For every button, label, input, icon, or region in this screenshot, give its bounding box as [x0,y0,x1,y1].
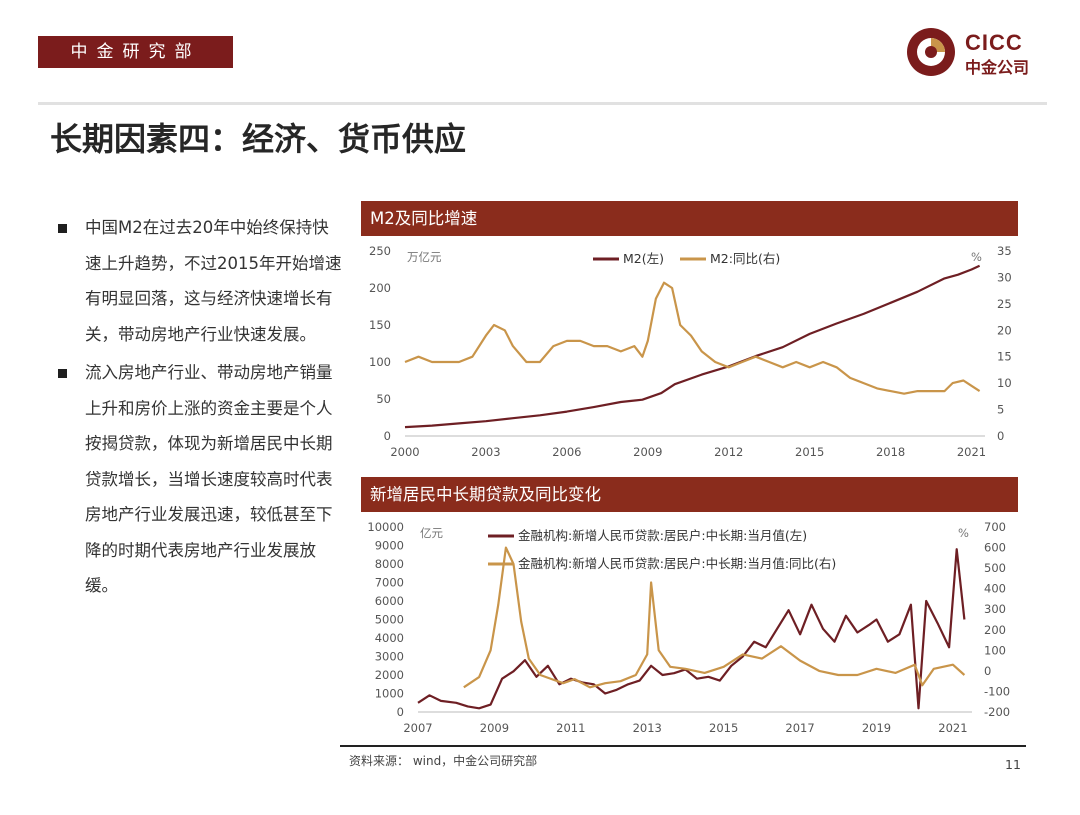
bullet-text: 流入房地产行业、带动房地产销量上升和房价上涨的资金主要是个人按揭贷款，体现为新增… [85,363,333,595]
y-right-tick-label: 100 [984,643,1006,657]
x-tick-label: 2021 [938,721,967,735]
y-left-tick-label: 0 [397,705,404,719]
y-left-tick-label: 3000 [375,650,404,664]
y-right-tick-label: -200 [984,705,1010,719]
x-tick-label: 2012 [714,445,743,459]
x-tick-label: 2021 [957,445,986,459]
bullet-text: 中国M2在过去20年中始终保持快速上升趋势，不过2015年开始增速有明显回落，这… [85,218,342,344]
y-left-tick-label: 4000 [375,631,404,645]
m2-chart: 0 50 100 150 200 250 0 5 10 15 20 25 30 35 2000 2003 200… [369,244,1012,459]
y-left-tick-label: 2000 [375,668,404,682]
y-right-tick-label: 600 [984,541,1006,555]
y-left-tick-label: 250 [369,244,391,258]
x-tick-label: 2011 [556,721,585,735]
x-tick-label: 2000 [390,445,419,459]
page-title: 长期因素四：经济、货币供应 [50,120,467,158]
bullet-square-icon [58,224,67,233]
y-right-tick-label: 5 [997,403,1004,417]
household-loan-chart: 0100020003000400050006000700080009000100… [367,520,1010,735]
y-right-tick-label: 30 [997,270,1012,284]
cicc-emblem-icon [907,28,955,76]
y-right-tick-label: 10 [997,376,1012,390]
y-right-tick-label: 35 [997,244,1012,258]
y-left-tick-label: 1000 [375,687,404,701]
y-right-tick-label: -100 [984,684,1010,698]
x-tick-label: 2013 [633,721,662,735]
y-right-tick-label: 0 [984,664,991,678]
y-right-tick-label: 400 [984,582,1006,596]
y-left-tick-label: 9000 [375,539,404,553]
x-tick-label: 2017 [785,721,814,735]
y-right-tick-label: 200 [984,623,1006,637]
legend-label-2: M2:同比(右) [710,251,780,266]
footer-divider [340,745,1026,747]
y-right-tick-label: 300 [984,602,1006,616]
logo-chinese: 中金公司 [965,58,1030,77]
legend-label-1: 金融机构:新增人民币贷款:居民户:中长期:当月值(左) [518,528,807,543]
x-tick-label: 2015 [709,721,738,735]
y-left-unit: 万亿元 [407,250,442,264]
chart-2-title: 新增居民中长期贷款及同比变化 [361,477,1018,512]
x-tick-label: 2007 [403,721,432,735]
y-right-unit: % [971,250,982,264]
bullet-list: 中国M2在过去20年中始终保持快速上升趋势，不过2015年开始增速有明显回落，这… [58,210,342,607]
x-tick-label: 2018 [876,445,905,459]
y-right-tick-label: 20 [997,323,1012,337]
series-line-2 [463,546,966,689]
logo-english: CICC [965,30,1023,55]
chart-1-title: M2及同比增速 [361,201,1018,236]
y-left-tick-label: 10000 [367,520,404,534]
page-number: 11 [1005,757,1021,772]
y-right-tick-label: 15 [997,350,1012,364]
legend-label-1: M2(左) [623,251,664,266]
legend-label-2: 金融机构:新增人民币贷款:居民户:中长期:当月值:同比(右) [518,556,836,571]
y-right-unit: % [958,526,969,540]
x-tick-label: 2009 [480,721,509,735]
y-left-tick-label: 50 [376,392,391,406]
y-right-tick-label: 0 [997,429,1004,443]
source-note: 资料来源： wind，中金公司研究部 [349,754,538,768]
series-line-1 [404,264,981,429]
bullet-square-icon [58,369,67,378]
y-left-tick-label: 5000 [375,613,404,627]
x-tick-label: 2019 [862,721,891,735]
y-right-tick-label: 500 [984,561,1006,575]
y-left-tick-label: 6000 [375,594,404,608]
x-tick-label: 2006 [552,445,581,459]
y-left-tick-label: 7000 [375,576,404,590]
header-divider [38,102,1047,105]
y-left-unit: 亿元 [420,526,443,540]
y-left-tick-label: 0 [384,429,391,443]
x-tick-label: 2015 [795,445,824,459]
y-right-tick-label: 25 [997,297,1012,311]
y-left-tick-label: 150 [369,318,391,332]
bullet-item: 中国M2在过去20年中始终保持快速上升趋势，不过2015年开始增速有明显回落，这… [58,210,342,352]
series-line-2 [404,281,981,395]
bullet-item: 流入房地产行业、带动房地产销量上升和房价上涨的资金主要是个人按揭贷款，体现为新增… [58,355,342,604]
y-left-tick-label: 200 [369,281,391,295]
department-tag: 中金研究部 [38,36,233,68]
y-left-tick-label: 100 [369,355,391,369]
series-line-1 [417,548,966,710]
x-tick-label: 2009 [633,445,662,459]
y-right-tick-label: 700 [984,520,1006,534]
x-tick-label: 2003 [471,445,500,459]
cicc-logo: CICC 中金公司 [905,26,1055,82]
y-left-tick-label: 8000 [375,557,404,571]
